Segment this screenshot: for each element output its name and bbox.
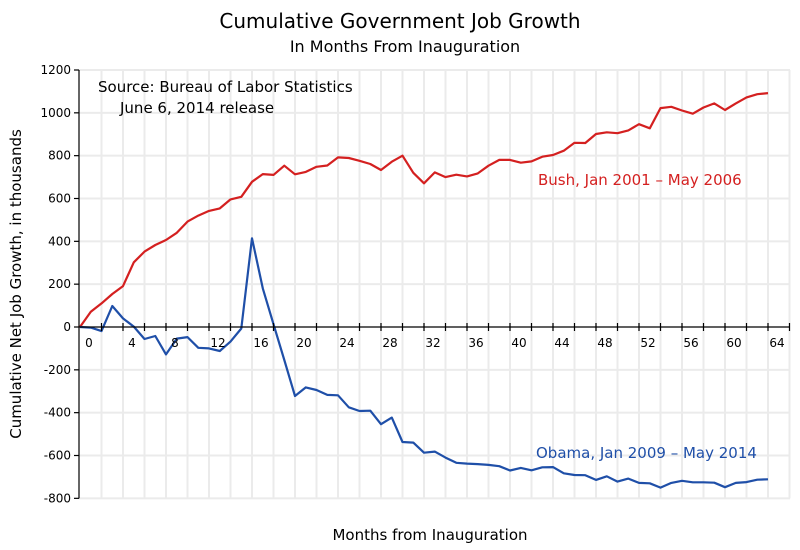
y-tick-label: 600	[48, 192, 71, 206]
series-line-bush	[79, 92, 769, 328]
y-axis-label: Cumulative Net Job Growth, in thousands	[7, 129, 25, 439]
x-tick-label: 40	[511, 336, 526, 350]
y-tick-label: -600	[44, 449, 71, 463]
x-tick-label: 20	[296, 336, 311, 350]
x-tick-label: 8	[171, 336, 179, 350]
release-annotation: June 6, 2014 release	[119, 99, 274, 117]
x-tick-label: 24	[339, 336, 354, 350]
x-tick-label: 12	[210, 336, 225, 350]
series-label-obama: Obama, Jan 2009 – May 2014	[536, 444, 757, 462]
x-tick-label: 44	[554, 336, 569, 350]
y-tick-label: 1000	[40, 106, 71, 120]
x-tick-label: 52	[640, 336, 655, 350]
y-tick-label: 200	[48, 277, 71, 291]
x-tick-label: 56	[683, 336, 698, 350]
y-tick-label: -800	[44, 491, 71, 505]
gridlines	[79, 69, 791, 500]
x-tick-label: 64	[769, 336, 784, 350]
series-layer	[79, 92, 769, 489]
chart-subtitle: In Months From Inauguration	[290, 37, 520, 56]
series-line-obama	[79, 237, 769, 489]
source-annotation: Source: Bureau of Labor Statistics	[98, 78, 353, 96]
x-tick-label: 36	[468, 336, 483, 350]
y-tick-label: 0	[63, 320, 71, 334]
y-tick-label: -200	[44, 363, 71, 377]
x-tick-label: 4	[128, 336, 136, 350]
x-tick-label: 48	[597, 336, 612, 350]
y-tick-label: -400	[44, 406, 71, 420]
x-tick-label: 0	[85, 336, 93, 350]
y-tick-label: 1200	[40, 63, 71, 77]
x-tick-label: 32	[425, 336, 440, 350]
x-tick-label: 60	[726, 336, 741, 350]
y-tick-label: 800	[48, 149, 71, 163]
x-axis-label: Months from Inauguration	[332, 526, 527, 544]
series-label-bush: Bush, Jan 2001 – May 2006	[538, 171, 742, 189]
x-tick-label: 28	[382, 336, 397, 350]
y-tick-label: 400	[48, 234, 71, 248]
x-tick-label: 16	[253, 336, 268, 350]
chart-title: Cumulative Government Job Growth	[219, 9, 580, 33]
